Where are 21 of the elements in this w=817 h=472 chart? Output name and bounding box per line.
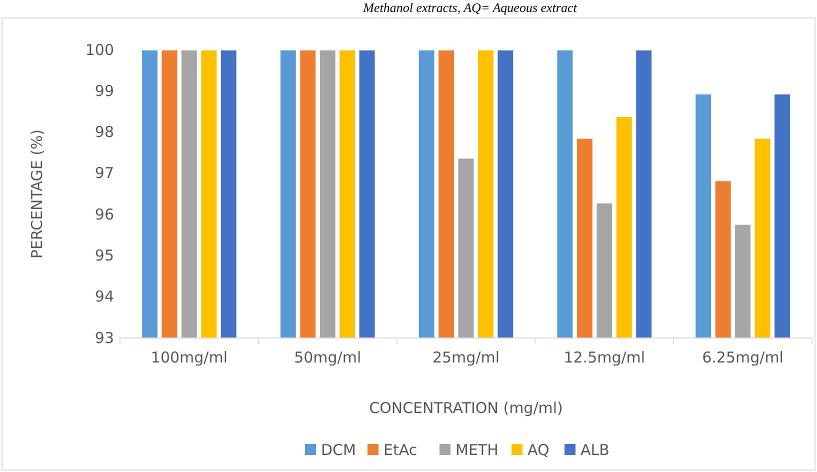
legend-label: EtAc: [384, 441, 418, 459]
legend-label: ALB: [580, 441, 610, 459]
legend-label: AQ: [528, 441, 550, 459]
legend-label: DCM: [321, 441, 356, 459]
y-tick-label: 95: [94, 246, 114, 265]
x-tick-label: 12.5mg/ml: [564, 348, 646, 367]
y-tick-label: 96: [94, 205, 114, 224]
x-tick-label: 50mg/ml: [294, 348, 362, 367]
y-tick-label: 94: [94, 288, 114, 306]
y-tick-label: 99: [94, 82, 114, 100]
x-tick-label: 6.25mg/ml: [702, 348, 784, 367]
y-tick-label: 98: [94, 123, 114, 142]
y-tick-label: 93: [94, 328, 114, 347]
x-tick-label: 100mg/ml: [150, 348, 228, 367]
x-axis-title: CONCENTRATION (mg/ml): [369, 399, 563, 417]
y-axis-title: PERCENTAGE (%): [28, 129, 46, 259]
legend-label: METH: [456, 441, 498, 459]
y-tick-label: 100: [85, 40, 114, 59]
x-tick-label: 25mg/ml: [432, 348, 500, 367]
text: Methanol extracts, AQ= Aqueous extract: [362, 0, 578, 15]
y-tick-label: 97: [94, 164, 114, 182]
